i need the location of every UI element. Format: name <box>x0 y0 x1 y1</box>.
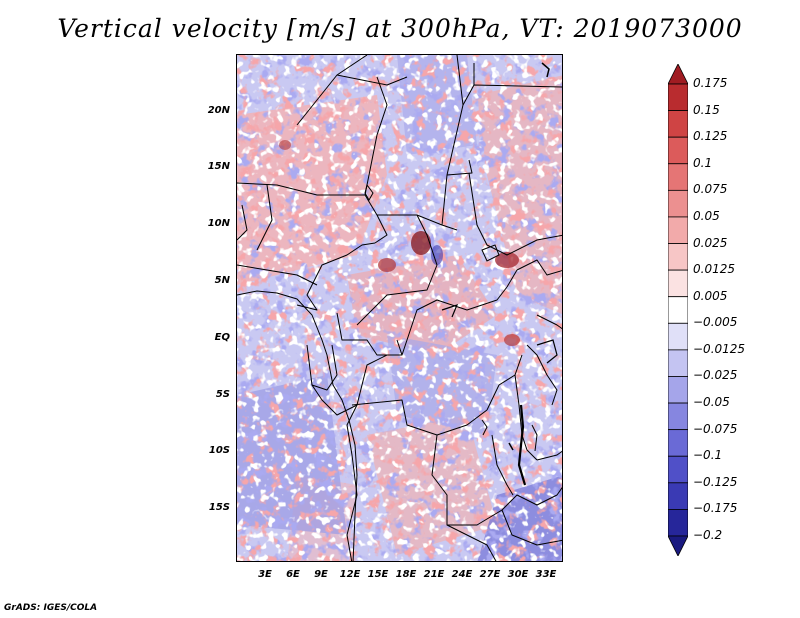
colorbar-label: 0.1 <box>693 155 713 170</box>
lat-label-5n: 5N <box>214 275 230 286</box>
colorbar-segment <box>668 402 688 431</box>
lon-label-6e: 6E <box>286 569 300 580</box>
lat-label-10s: 10S <box>208 445 230 456</box>
lon-label-3e: 3E <box>258 569 272 580</box>
colorbar-segment <box>668 376 688 404</box>
colorbar-bottom-triangle <box>668 535 688 556</box>
lon-label-21e: 21E <box>423 569 445 580</box>
colorbar-label: 0.125 <box>693 129 728 144</box>
colorbar-label: −0.2 <box>693 528 723 542</box>
colorbar-segment <box>668 509 688 537</box>
lon-label-9e: 9E <box>314 569 328 580</box>
lat-label-5s: 5S <box>215 389 230 400</box>
colorbar-segment <box>668 482 688 510</box>
colorbar-segment <box>668 455 688 484</box>
colorbar-label: −0.1 <box>693 448 723 463</box>
colorbar-label: 0.175 <box>693 76 728 90</box>
colorbar <box>668 64 688 556</box>
colorbar-label: 0.005 <box>693 288 728 303</box>
lon-label-18e: 18E <box>395 569 417 580</box>
lat-label-15n: 15N <box>207 161 230 172</box>
lat-label-eq: EQ <box>214 332 230 343</box>
colorbar-label: −0.0125 <box>693 341 746 356</box>
colorbar-top-triangle <box>668 64 688 85</box>
colorbar-segment <box>668 243 688 271</box>
lon-label-12e: 12E <box>339 569 361 580</box>
country-borders <box>237 55 562 561</box>
map-panel[interactable] <box>236 54 563 562</box>
colorbar-segment <box>668 110 688 138</box>
colorbar-label: 0.15 <box>693 102 720 117</box>
colorbar-segment <box>668 349 688 377</box>
lat-label-15s: 15S <box>208 502 230 513</box>
colorbar-segment <box>668 269 688 298</box>
velocity-field <box>237 55 562 561</box>
colorbar-label: 0.025 <box>693 235 728 250</box>
colorbar-label: 0.075 <box>693 182 728 197</box>
lat-label-10n: 10N <box>207 218 230 229</box>
lon-label-30e: 30E <box>507 569 529 580</box>
lat-label-20n: 20N <box>207 105 230 116</box>
map-title: Vertical velocity [m/s] at 300hPa, VT: 2… <box>57 14 743 43</box>
colorbar-label: −0.175 <box>693 501 738 516</box>
colorbar-label: 0.05 <box>693 208 720 223</box>
colorbar-label: −0.125 <box>693 474 738 489</box>
colorbar-label: −0.05 <box>693 395 730 410</box>
colorbar-label: −0.025 <box>693 368 738 383</box>
colorbar-segment <box>668 322 688 351</box>
colorbar-segment <box>668 296 688 324</box>
lon-label-24e: 24E <box>451 569 473 580</box>
colorbar-label: −0.005 <box>693 315 738 330</box>
colorbar-segment <box>668 136 688 165</box>
colorbar-segment <box>668 216 688 244</box>
colorbar-segment <box>668 83 688 111</box>
colorbar-label: −0.075 <box>693 421 738 436</box>
lon-label-15e: 15E <box>367 569 389 580</box>
lon-label-27e: 27E <box>479 569 501 580</box>
lon-label-33e: 33E <box>535 569 557 580</box>
colorbar-label: 0.0125 <box>693 262 735 277</box>
colorbar-segment <box>668 429 688 457</box>
colorbar-segment <box>668 189 688 218</box>
credit-text: GrADS: IGES/COLA <box>4 603 98 613</box>
colorbar-segment <box>668 163 688 191</box>
